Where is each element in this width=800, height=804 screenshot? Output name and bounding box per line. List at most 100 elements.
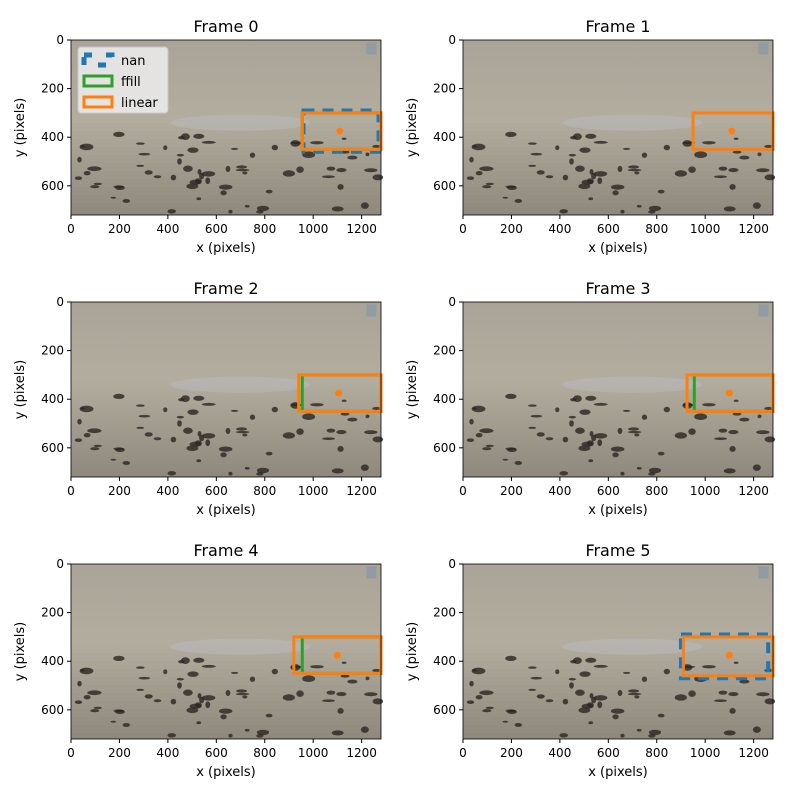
pebble [641, 414, 648, 420]
pebble [732, 412, 742, 416]
x-tick-label: 800 [645, 222, 668, 236]
axes-frame-4: Frame 4 0 200 400 600 800 1000 1200 0 200 400 600 x … [13, 541, 384, 780]
pebble [578, 445, 591, 452]
pebble [74, 176, 83, 181]
y-tick-label: 600 [433, 703, 456, 717]
x-tick-label: 200 [108, 222, 131, 236]
pebble [228, 733, 233, 738]
y-axis-label: y (pixels) [13, 360, 28, 420]
pebble [674, 694, 687, 701]
pebble [636, 728, 642, 732]
pebble [610, 708, 625, 714]
pebble [597, 701, 603, 709]
pebble [360, 726, 369, 733]
pebble [636, 204, 642, 208]
pebble [622, 409, 631, 412]
pebble [364, 430, 378, 435]
pebble [196, 197, 202, 201]
x-tick-label: 1200 [346, 746, 377, 760]
axes-spine [70, 39, 382, 216]
pebble [530, 152, 543, 156]
pebble [764, 406, 773, 410]
axes-frame-1: Frame 1 0 200 400 600 800 1000 1200 0 200 400 600 x … [405, 17, 776, 256]
pebble [136, 426, 145, 429]
pebble [113, 131, 125, 138]
pebble [80, 145, 85, 148]
pebble [90, 447, 100, 451]
axes-title: Frame 3 [585, 279, 650, 298]
pebble [528, 666, 537, 669]
pebble [290, 140, 301, 147]
pebble [256, 205, 270, 212]
pebble [83, 171, 91, 176]
pebble [180, 395, 190, 403]
pebble [220, 190, 227, 196]
pebble [585, 133, 597, 139]
axes-spine [70, 301, 382, 478]
pebble [163, 669, 168, 675]
y-tick-label: 400 [41, 130, 64, 144]
pebble [702, 665, 716, 669]
pebble [482, 447, 492, 451]
pebble [588, 459, 594, 463]
pebble [202, 433, 216, 439]
x-tick-label: 800 [645, 484, 668, 498]
pebble [138, 414, 151, 418]
pebble [688, 166, 696, 173]
pebble [545, 175, 554, 179]
legend-label: nan [121, 54, 145, 69]
pebble [569, 682, 574, 689]
pebble [77, 156, 82, 163]
pebble [648, 472, 656, 476]
pebble [201, 402, 216, 406]
axes-spine [462, 39, 774, 216]
pebble [723, 730, 736, 736]
axes-title: Frame 4 [193, 541, 258, 560]
pebble [167, 471, 177, 476]
pebble [236, 427, 248, 431]
pebble [568, 415, 576, 419]
pebble [752, 202, 761, 209]
pebble [472, 407, 477, 410]
pebble [568, 153, 576, 157]
y-axis-label: y (pixels) [13, 98, 28, 158]
pebble [634, 695, 640, 699]
pebble [528, 404, 537, 407]
pebble [536, 694, 545, 699]
x-tick-label: 1000 [690, 746, 721, 760]
y-axis-label: y (pixels) [13, 622, 28, 682]
pebble [505, 709, 517, 713]
pebble [218, 708, 233, 714]
pebble [144, 694, 153, 699]
pebble [530, 414, 543, 418]
pebble [663, 406, 671, 413]
y-tick-label: 0 [56, 295, 64, 309]
pebble [733, 661, 739, 664]
pebble [183, 165, 193, 172]
pebble [228, 209, 233, 214]
water-patch [562, 114, 703, 131]
pebble [220, 452, 227, 458]
pebble [702, 141, 716, 145]
pebble [193, 395, 205, 401]
x-tick-label: 200 [108, 484, 131, 498]
pebble [265, 713, 273, 718]
pebble [83, 695, 91, 700]
pebble [83, 433, 91, 438]
pebble [90, 709, 100, 713]
y-tick-label: 400 [433, 392, 456, 406]
pebble [612, 452, 619, 458]
pebble [372, 174, 384, 181]
pebble [578, 707, 591, 714]
pebble [482, 709, 492, 713]
pebble [193, 133, 205, 139]
axes-spine [462, 301, 774, 478]
axes-title: Frame 1 [585, 17, 650, 36]
x-tick-label: 400 [156, 746, 179, 760]
x-axis-label: x (pixels) [588, 765, 648, 780]
pebble [372, 698, 384, 705]
pebble [505, 655, 517, 662]
pebble [485, 706, 494, 710]
x-axis-label: x (pixels) [196, 503, 256, 518]
pebble [77, 418, 82, 425]
